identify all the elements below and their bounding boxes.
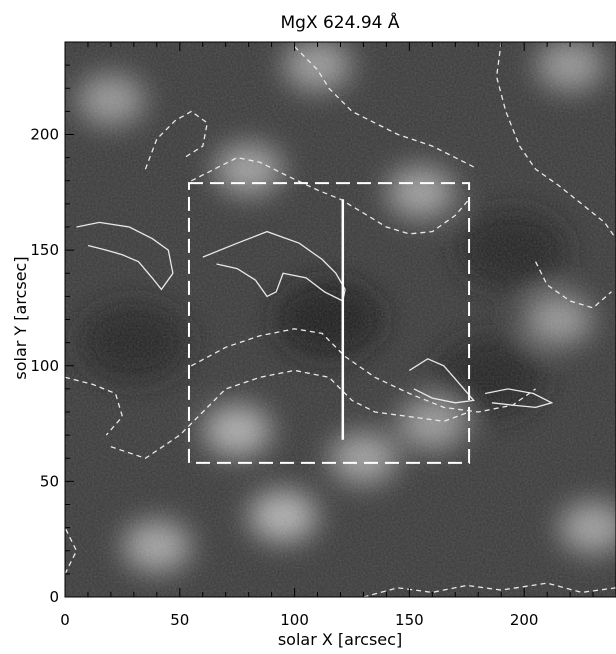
contour-solid <box>202 230 346 302</box>
contour-dashed <box>110 369 470 460</box>
y-tick-label: 50 <box>40 472 59 490</box>
y-tick-label: 150 <box>30 241 59 259</box>
x-tick-label: 50 <box>170 611 189 629</box>
x-tick-label: 0 <box>60 611 70 629</box>
x-tick-label: 100 <box>280 611 309 629</box>
contour-dashed <box>363 582 616 597</box>
y-tick-label: 200 <box>30 126 59 144</box>
contour-dashed <box>190 328 536 413</box>
y-tick-label: 100 <box>30 357 59 375</box>
plot-area <box>65 42 616 597</box>
contour-group <box>65 42 616 597</box>
contour-solid <box>409 358 475 404</box>
y-axis: 0 50 100 150 200 <box>30 41 74 606</box>
contour-dashed <box>495 42 616 239</box>
region-box <box>187 182 471 464</box>
x-tick-label: 200 <box>510 611 539 629</box>
x-axis: 0 50 100 150 200 <box>60 42 616 629</box>
contour-dashed <box>65 376 124 436</box>
x-tick-label: 150 <box>395 611 424 629</box>
chart-title: MgX 624.94 Å <box>280 11 399 33</box>
y-axis-label: solar Y [arcsec] <box>11 256 30 379</box>
image-noise <box>65 42 616 597</box>
x-axis-label: solar X [arcsec] <box>278 630 402 649</box>
contour-dashed <box>294 46 474 168</box>
contour-dashed <box>191 156 470 235</box>
contour-solid <box>76 221 174 291</box>
y-tick-label: 0 <box>49 588 59 606</box>
contour-dashed <box>144 110 209 170</box>
